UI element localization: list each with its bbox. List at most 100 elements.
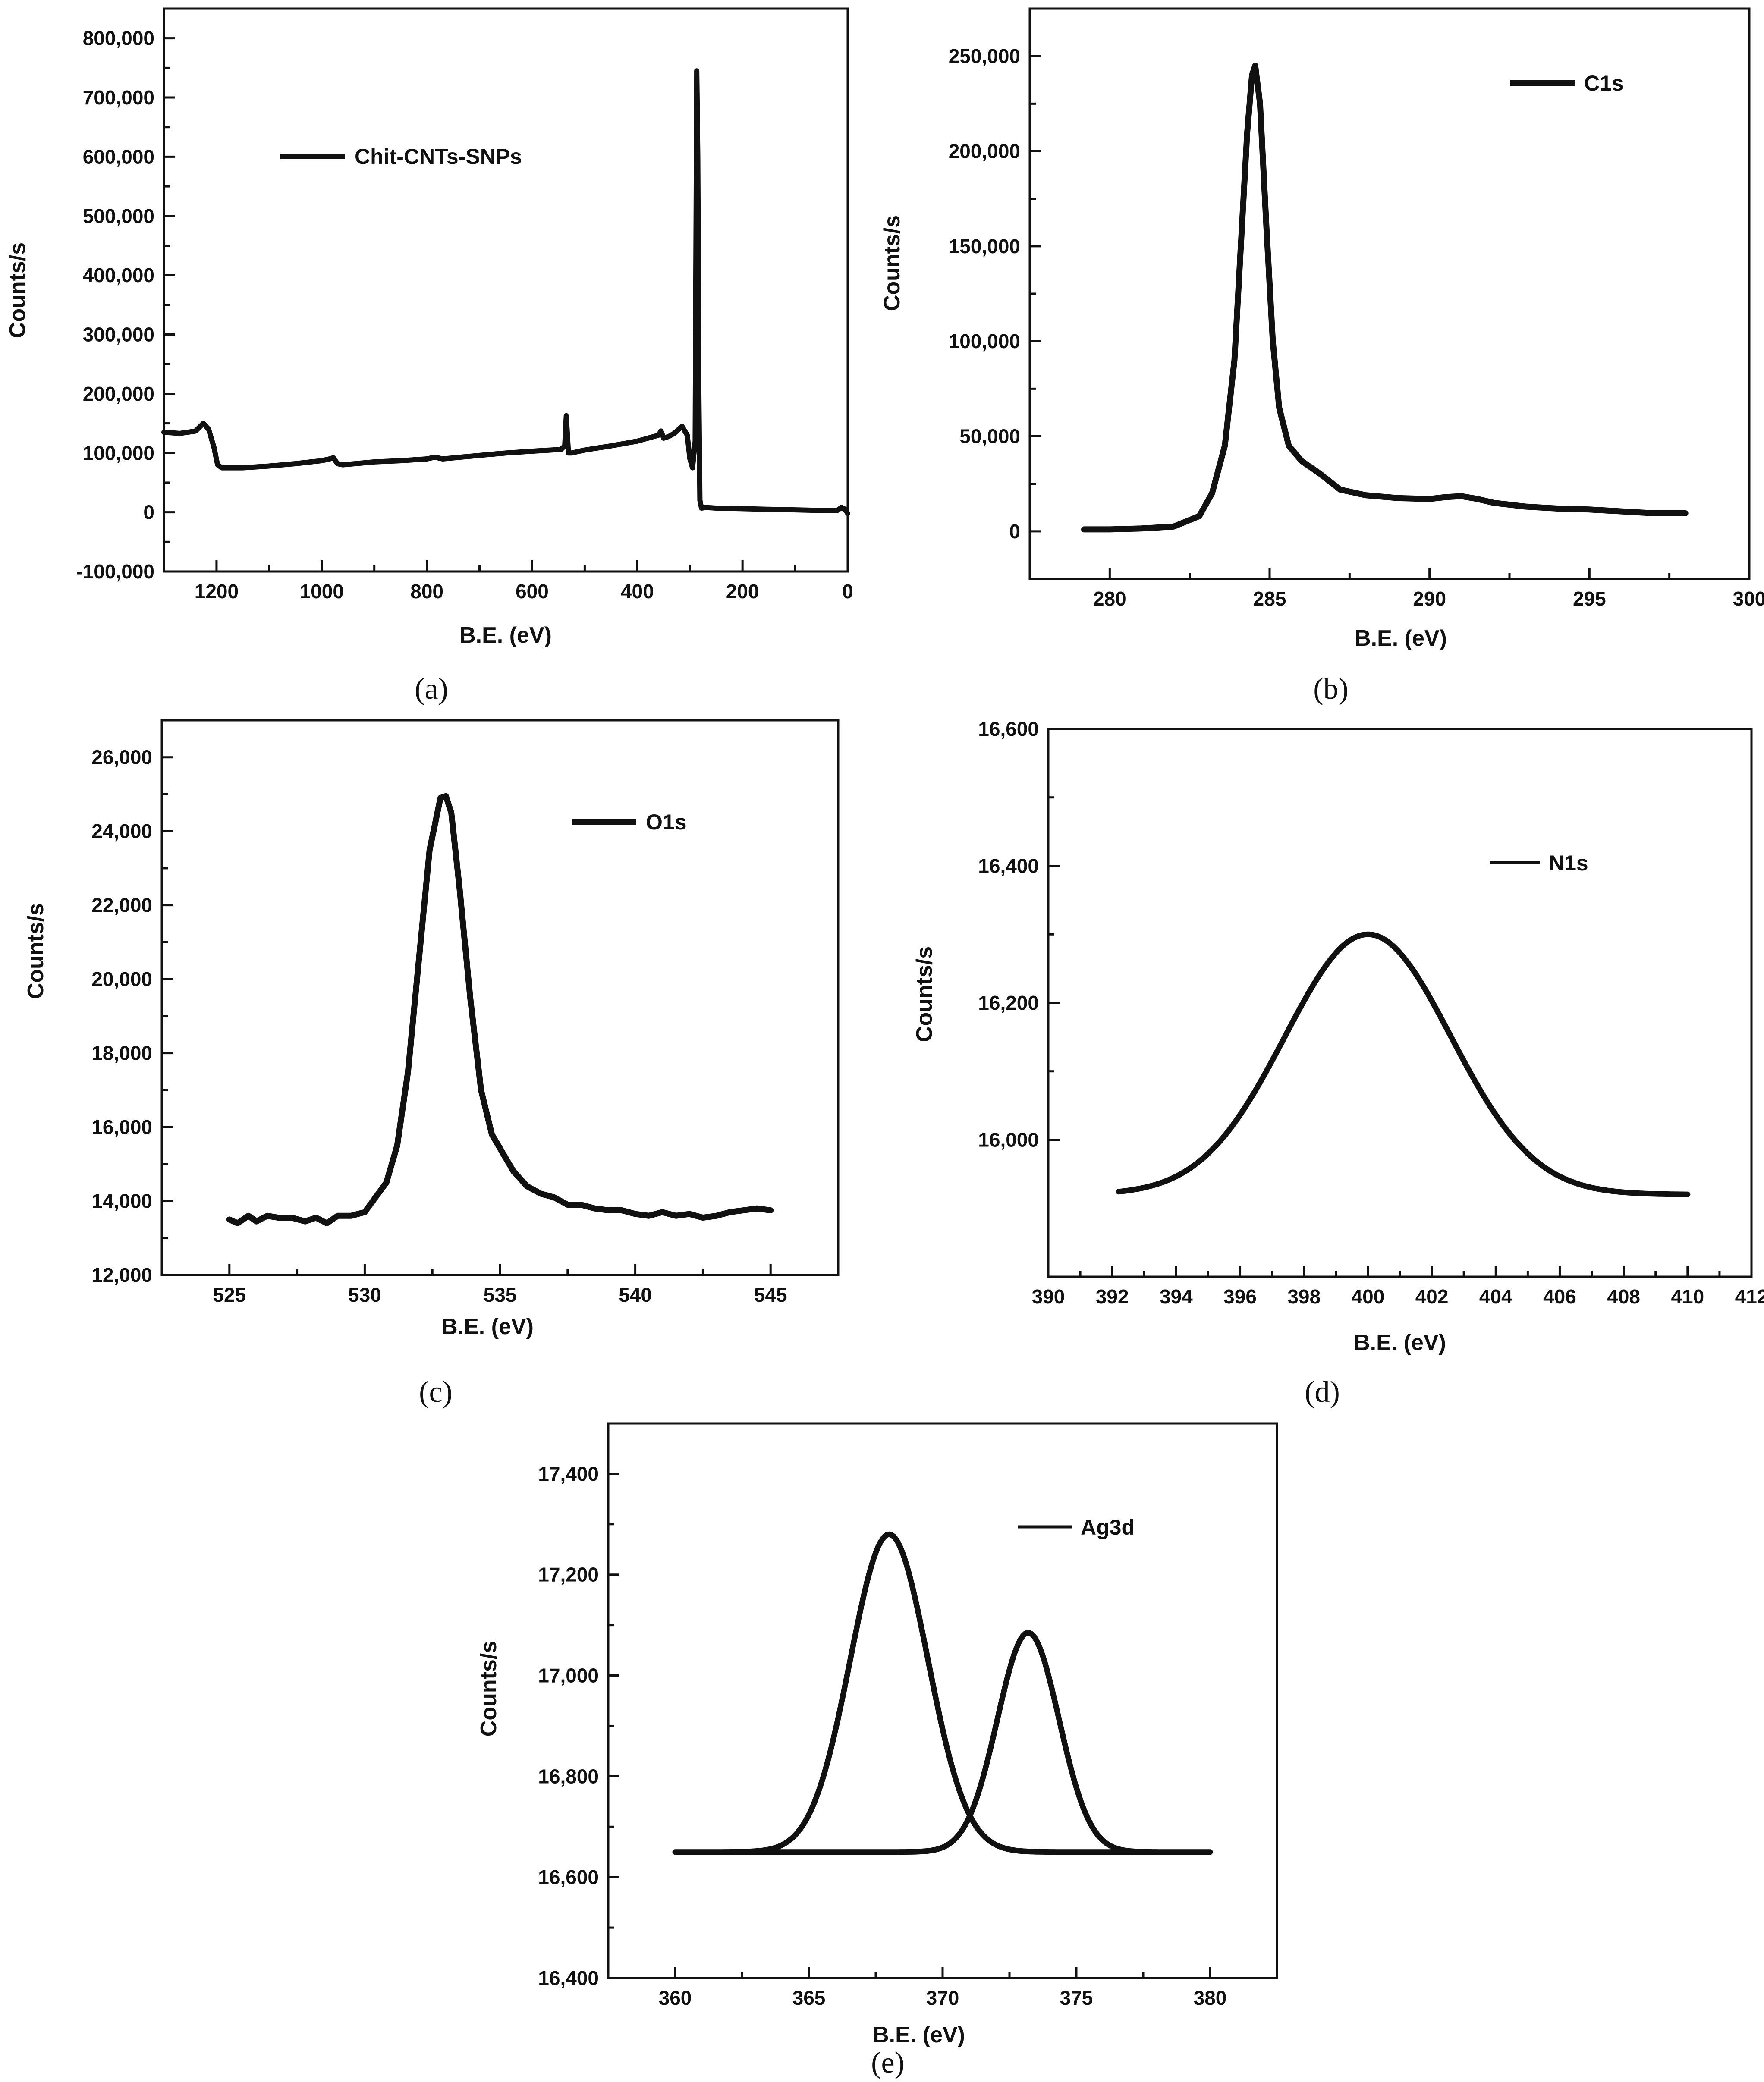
panel-c-ticks: 525 530 535 540 545 12,000 14,000 16,000 18,000 2… <box>91 719 840 1306</box>
panel-c-y-tick-label: 18,000 <box>91 1042 152 1065</box>
panel-c-xlabel: B.E. (eV) <box>441 1314 534 1339</box>
panel-a-x-tick-label: 200 <box>726 580 759 603</box>
panel-c-caption: (c) <box>419 1375 453 1409</box>
panel-e-x-tick-label: 360 <box>659 1987 692 2009</box>
panel-a-y-tick-label: 400,000 <box>83 264 154 286</box>
panel-b: 280 285 290 295 300 0 50,000 100,000 150,000 200,… <box>880 7 1764 706</box>
panel-e-frame <box>607 1422 1278 1979</box>
panel-a-y-tick-label: 500,000 <box>83 205 154 227</box>
panel-d-x-tick-label: 392 <box>1096 1285 1129 1308</box>
panel-b-x-tick-label: 280 <box>1093 587 1126 610</box>
panel-c-y-tick-label: 16,000 <box>91 1116 152 1138</box>
panel-c: 525 530 535 540 545 12,000 14,000 16,000 18,000 2… <box>23 719 840 1409</box>
panel-e-xlabel: B.E. (eV) <box>873 2022 965 2047</box>
panel-d-series-line <box>1116 931 1691 1197</box>
panel-a-y-tick-label: 100,000 <box>83 442 154 464</box>
panel-b-frame <box>1028 7 1751 580</box>
panel-d-ticks: 390 392 394 396 398 400 402 404 406 408 410 412 16,0… <box>978 718 1764 1308</box>
panel-e-y-tick-label: 17,200 <box>538 1564 599 1586</box>
panel-e-series-line <box>672 1531 1213 1855</box>
panel-b-legend-label: C1s <box>1584 71 1624 95</box>
panel-a-ylabel: Counts/s <box>5 242 30 338</box>
panel-e: 360 365 370 375 380 16,400 16,600 16,800 17,000 1… <box>476 1422 1278 2079</box>
panel-a-y-tick-label: 200,000 <box>83 383 154 405</box>
panel-c-series-line <box>226 793 774 1226</box>
panel-b-x-tick-label: 300 <box>1733 587 1764 610</box>
panel-c-x-tick-label: 530 <box>348 1284 381 1306</box>
panel-d-x-tick-label: 406 <box>1543 1285 1576 1308</box>
panel-e-x-tick-label: 380 <box>1194 1987 1227 2009</box>
panel-c-ylabel: Counts/s <box>23 903 48 999</box>
panel-b-y-tick-label: 250,000 <box>949 45 1020 67</box>
panel-a-x-tick-label: 400 <box>621 580 654 603</box>
panel-b-y-tick-label: 0 <box>1009 520 1020 543</box>
panel-a-xlabel: B.E. (eV) <box>459 623 552 648</box>
panel-a-x-tick-label: 800 <box>410 580 443 603</box>
panel-a-x-tick-label: 0 <box>842 580 853 603</box>
panel-c-frame <box>160 719 840 1276</box>
panel-a-y-tick-label: 0 <box>143 501 154 524</box>
panel-a-x-tick-label: 1000 <box>300 580 344 603</box>
panel-e-y-tick-label: 16,800 <box>538 1765 599 1787</box>
panel-b-y-tick-label: 200,000 <box>949 140 1020 163</box>
panel-e-ylabel: Counts/s <box>476 1641 501 1737</box>
panel-e-x-tick-label: 370 <box>926 1987 959 2009</box>
panel-d-x-tick-label: 394 <box>1160 1285 1193 1308</box>
panel-a: 1200 1000 800 600 400 200 0 -100,000 0 100,000 200… <box>5 7 853 706</box>
panel-c-x-tick-label: 525 <box>213 1284 246 1306</box>
panel-b-ylabel: Counts/s <box>880 215 905 311</box>
panel-e-ticks: 360 365 370 375 380 16,400 16,600 16,800 17,000 1… <box>538 1422 1278 2009</box>
panel-d-x-tick-label: 390 <box>1032 1285 1065 1308</box>
panel-b-x-tick-label: 290 <box>1413 587 1446 610</box>
panel-b-y-tick-label: 150,000 <box>949 235 1020 258</box>
panel-a-frame <box>163 7 849 573</box>
panel-d-y-tick-label: 16,000 <box>978 1129 1039 1151</box>
panel-a-y-tick-label: 600,000 <box>83 145 154 168</box>
panel-e-y-tick-label: 16,600 <box>538 1866 599 1888</box>
panel-c-y-tick-label: 14,000 <box>91 1190 152 1212</box>
panel-c-x-tick-label: 540 <box>619 1284 652 1306</box>
panel-d-y-tick-label: 16,400 <box>978 855 1039 877</box>
panel-a-x-tick-label: 1200 <box>195 580 239 603</box>
panel-b-x-tick-label: 285 <box>1253 587 1286 610</box>
panel-b-xlabel: B.E. (eV) <box>1355 626 1447 651</box>
panel-c-y-tick-label: 26,000 <box>91 746 152 769</box>
panel-d-x-tick-label: 408 <box>1607 1285 1640 1308</box>
panel-c-legend-label: O1s <box>646 810 687 834</box>
panel-b-y-tick-label: 50,000 <box>959 425 1020 448</box>
panel-d-x-tick-label: 412 <box>1735 1285 1764 1308</box>
panel-c-y-tick-label: 24,000 <box>91 820 152 842</box>
panel-b-series-line <box>1081 63 1689 533</box>
panel-e-legend-label: Ag3d <box>1081 1515 1135 1539</box>
panel-d-x-tick-label: 404 <box>1479 1285 1512 1308</box>
panel-e-y-tick-label: 16,400 <box>538 1967 599 1989</box>
panel-c-y-tick-label: 22,000 <box>91 894 152 917</box>
panel-e-x-tick-label: 375 <box>1060 1987 1093 2009</box>
panel-a-legend-label: Chit-CNTs-SNPs <box>355 144 522 169</box>
panel-a-series-line <box>161 68 850 516</box>
panel-e-y-tick-label: 17,000 <box>538 1664 599 1687</box>
panel-d-x-tick-label: 400 <box>1352 1285 1385 1308</box>
panel-d-y-tick-label: 16,600 <box>978 718 1039 740</box>
panel-d-x-tick-label: 396 <box>1223 1285 1257 1308</box>
panel-b-ticks: 280 285 290 295 300 0 50,000 100,000 150,000 200,… <box>949 7 1764 610</box>
panel-a-ticks: 1200 1000 800 600 400 200 0 -100,000 0 100,000 200… <box>76 7 853 603</box>
panel-d-legend-label: N1s <box>1549 851 1588 875</box>
panel-c-x-tick-label: 535 <box>484 1284 517 1306</box>
panel-b-y-tick-label: 100,000 <box>949 330 1020 352</box>
panel-e-x-tick-label: 365 <box>792 1987 826 2009</box>
panel-a-y-tick-label: 700,000 <box>83 86 154 109</box>
panel-c-y-tick-label: 12,000 <box>91 1264 152 1286</box>
panel-d-y-tick-label: 16,200 <box>978 992 1039 1014</box>
panel-a-y-tick-label: 800,000 <box>83 27 154 50</box>
panel-b-caption: (b) <box>1313 672 1349 706</box>
panel-a-y-tick-label: 300,000 <box>83 323 154 346</box>
panel-a-caption: (a) <box>415 672 448 706</box>
panel-d-xlabel: B.E. (eV) <box>1354 1330 1446 1355</box>
panel-c-y-tick-label: 20,000 <box>91 968 152 990</box>
panel-d-x-tick-label: 398 <box>1287 1285 1321 1308</box>
panel-d: 390 392 394 396 398 400 402 404 406 408 410 412 16,0… <box>912 718 1764 1409</box>
panel-b-x-tick-label: 295 <box>1573 587 1606 610</box>
panel-a-y-tick-label: -100,000 <box>76 560 154 583</box>
